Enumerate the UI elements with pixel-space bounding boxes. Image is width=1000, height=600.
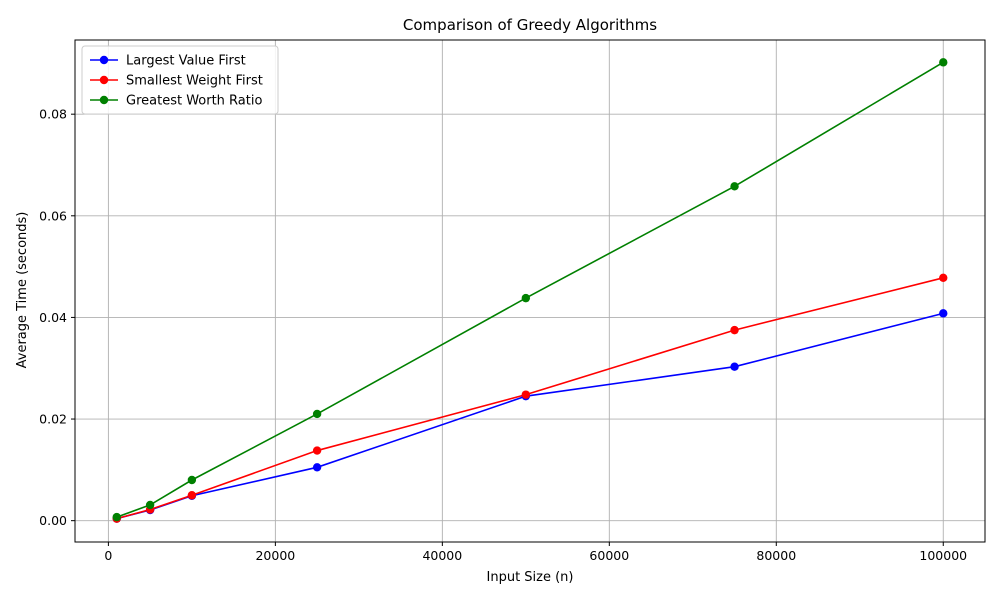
data-point xyxy=(521,293,531,303)
legend-marker-swatch xyxy=(99,75,109,85)
legend-entry: Greatest Worth Ratio xyxy=(126,94,262,109)
data-point xyxy=(187,491,197,500)
data-point xyxy=(312,463,322,472)
data-point xyxy=(112,512,121,522)
legend-entry: Smallest Weight First xyxy=(126,74,263,89)
x-tick-label: 100000 xyxy=(919,548,967,563)
legend-entry: Largest Value First xyxy=(126,54,246,69)
legend-marker-swatch xyxy=(99,95,109,105)
x-tick-label: 60000 xyxy=(589,548,629,563)
plot-frame xyxy=(74,39,986,543)
data-point xyxy=(730,182,739,191)
data-point xyxy=(939,273,948,282)
data-point xyxy=(730,325,739,335)
x-tick-label: 80000 xyxy=(756,548,796,563)
y-axis-label: Average Time (seconds) xyxy=(15,212,30,369)
x-tick-label: 0 xyxy=(104,548,112,563)
x-tick-label: 40000 xyxy=(422,548,462,563)
data-point xyxy=(939,58,948,67)
legend: Largest Value First Smallest Weight First… xyxy=(81,45,279,115)
data-point xyxy=(187,475,197,485)
data-point xyxy=(312,409,322,419)
data-point xyxy=(521,390,531,399)
y-axis-ticks: 0.00 0.02 0.04 0.06 0.08 xyxy=(39,107,75,528)
y-tick-label: 0.08 xyxy=(39,107,67,122)
legend-marker-swatch xyxy=(99,55,109,65)
data-point xyxy=(145,500,155,510)
chart-title: Comparison of Greedy Algorithms xyxy=(403,16,657,34)
y-tick-label: 0.02 xyxy=(39,412,67,427)
data-point xyxy=(730,362,739,371)
y-tick-label: 0.04 xyxy=(39,310,67,325)
grid-lines xyxy=(75,40,985,542)
data-point xyxy=(312,446,322,455)
y-tick-label: 0.06 xyxy=(39,208,67,223)
y-tick-label: 0.00 xyxy=(39,513,67,528)
x-axis-ticks: 0 20000 40000 60000 80000 100000 xyxy=(104,542,967,563)
x-tick-label: 20000 xyxy=(255,548,295,563)
series-markers xyxy=(112,58,948,523)
x-axis-label: Input Size (n) xyxy=(487,570,574,585)
legend-box xyxy=(81,45,279,115)
data-point xyxy=(939,309,948,318)
